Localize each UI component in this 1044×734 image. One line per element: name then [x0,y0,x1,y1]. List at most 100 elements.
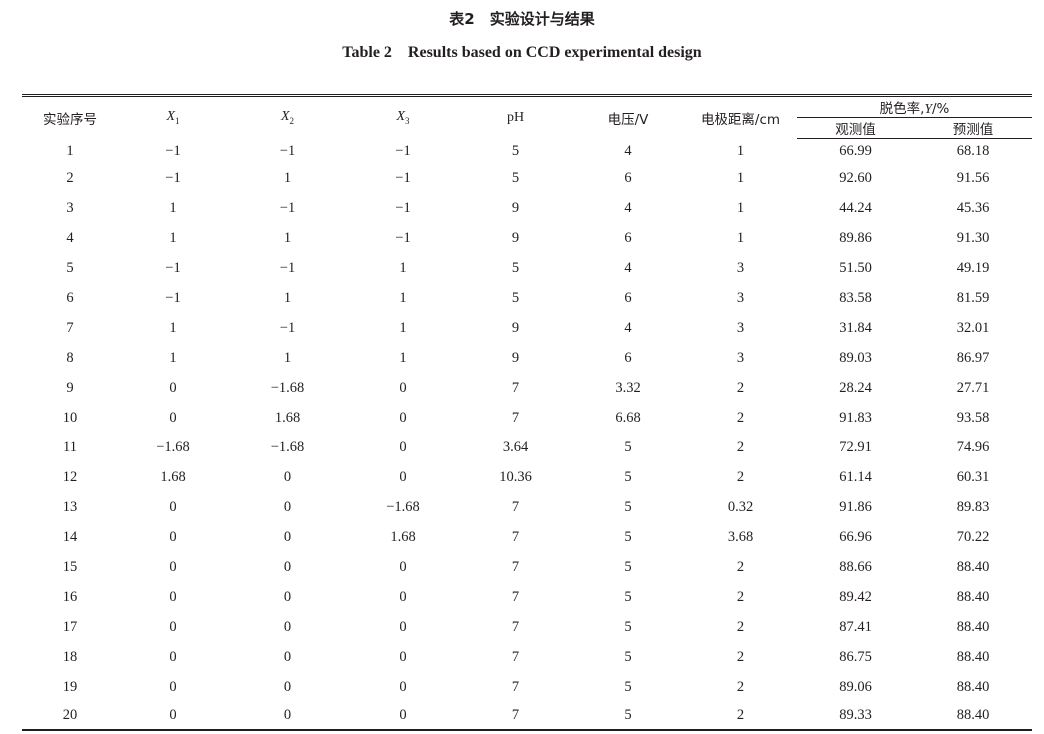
table-row: 7 1 −1 1 9 4 3 31.84 32.01 [22,313,1032,343]
cell-x1: −1.68 [156,439,190,456]
cell-distance: 2 [736,559,745,576]
cell-observed: 89.03 [839,349,872,366]
cell-x3: 1 [399,260,407,277]
cell-predicted: 74.96 [956,439,990,456]
header-x2: X2 [280,109,295,127]
cell-x1: 0 [169,529,177,546]
cell-observed: 72.91 [839,439,872,456]
cell-x2: 0 [283,559,292,576]
cell-x3: 0 [399,559,407,576]
header-run: 实验序号 [43,111,97,128]
cell-observed: 87.41 [839,618,872,635]
cell-x3: 0 [399,409,407,426]
cell-x1: 0 [169,678,177,695]
cell-x1: −1 [165,260,181,277]
cell-voltage: 5 [624,529,632,546]
cell-x1: 0 [169,379,177,396]
cell-observed: 28.24 [839,379,872,396]
cell-voltage: 5 [624,499,632,516]
cell-x3: 0 [399,588,407,605]
cell-predicted: 88.40 [956,648,990,665]
cell-ph: 7 [511,379,520,396]
cell-ph: 7 [511,559,520,576]
cell-voltage: 6 [624,230,632,247]
cell-x2: 0 [283,678,292,695]
cell-ph: 9 [511,319,520,336]
cell-predicted: 60.31 [956,469,990,486]
cell-x2: 0 [283,529,292,546]
cell-voltage: 4 [624,319,632,336]
table-row: 2 −1 1 −1 5 6 1 92.60 91.56 [22,164,1032,194]
cell-x2: 1 [283,290,292,306]
cell-x2: −1.68 [270,439,305,456]
cell-x1: 1 [169,319,177,336]
table-row: 16 0 0 0 7 5 2 89.42 88.40 [22,582,1032,612]
cell-voltage: 5 [624,648,632,665]
table-row: 5 −1 −1 1 5 4 3 51.50 49.19 [22,254,1032,284]
cell-x3: −1 [395,170,411,187]
cell-predicted: 88.40 [956,618,990,635]
cell-distance: 2 [736,618,745,635]
cell-ph: 7 [511,618,520,635]
cell-distance: 2 [736,379,745,396]
cell-run: 8 [66,349,74,366]
cell-ph: 7 [511,499,520,516]
header-distance: 电极距离/cm [700,111,781,128]
cell-run: 16 [62,588,78,605]
cell-x3: 0 [399,678,407,695]
cell-x3: 0 [399,648,407,665]
cell-x3: −1 [395,230,411,247]
cell-run: 2 [66,170,74,187]
cell-x2: 1 [283,349,292,366]
cell-x3: 0 [399,439,407,456]
cell-observed: 89.06 [839,678,872,695]
cell-observed: 66.96 [839,529,872,546]
cell-voltage: 6 [624,170,632,187]
table-row: 11 −1.68 −1.68 0 3.64 5 2 72.91 74.96 [22,433,1032,463]
cell-voltage: 5 [624,469,632,486]
cell-observed: 44.24 [839,200,872,217]
header-x1: X1 [166,109,180,127]
table-caption-english: Table 2 Results based on CCD experimenta… [342,44,702,61]
table-row: 6 −1 1 1 5 6 3 83.58 81.59 [22,284,1032,314]
cell-x2: 0 [283,499,292,516]
cell-distance: 0.32 [727,499,754,516]
header-decolorization: 脱色率,Y/% [797,95,1033,118]
cell-predicted: 49.19 [956,260,990,277]
cell-run: 3 [66,200,74,217]
cell-predicted: 93.58 [956,409,990,426]
cell-ph: 10.36 [499,469,532,486]
cell-voltage: 4 [624,200,632,217]
cell-voltage: 4 [624,260,632,277]
cell-x2: 0 [283,469,292,486]
cell-voltage: 5 [624,707,632,724]
cell-x1: −1 [165,290,181,306]
cell-observed: 89.86 [839,230,872,247]
header-ph: pH [506,109,525,125]
cell-x2: −1 [279,319,296,336]
cell-x2: 0 [283,707,292,724]
cell-x3: 1 [399,319,407,336]
cell-x1: 1 [169,200,177,217]
cell-run: 19 [62,678,78,695]
cell-ph: 7 [511,707,520,724]
cell-predicted: 45.36 [956,200,990,217]
header-x3: X3 [396,109,410,127]
cell-observed: 51.50 [839,260,872,277]
cell-voltage: 6 [624,349,632,366]
cell-predicted: 27.71 [956,379,990,396]
cell-distance: 3 [736,290,745,306]
cell-predicted: 68.18 [956,143,990,159]
cell-ph: 5 [511,170,520,187]
cell-ph: 3.64 [502,439,529,456]
cell-x1: 0 [169,707,177,724]
cell-x3: 1 [399,349,407,366]
cell-distance: 1 [736,142,745,159]
cell-ph: 9 [511,349,520,366]
cell-observed: 91.83 [839,409,872,426]
table-row: 1 −1 −1 −1 5 4 1 66.99 68.18 [22,139,1032,165]
cell-distance: 2 [736,469,745,486]
cell-x3: 0 [399,618,407,635]
cell-ph: 5 [511,290,520,306]
cell-ph: 5 [511,260,520,277]
